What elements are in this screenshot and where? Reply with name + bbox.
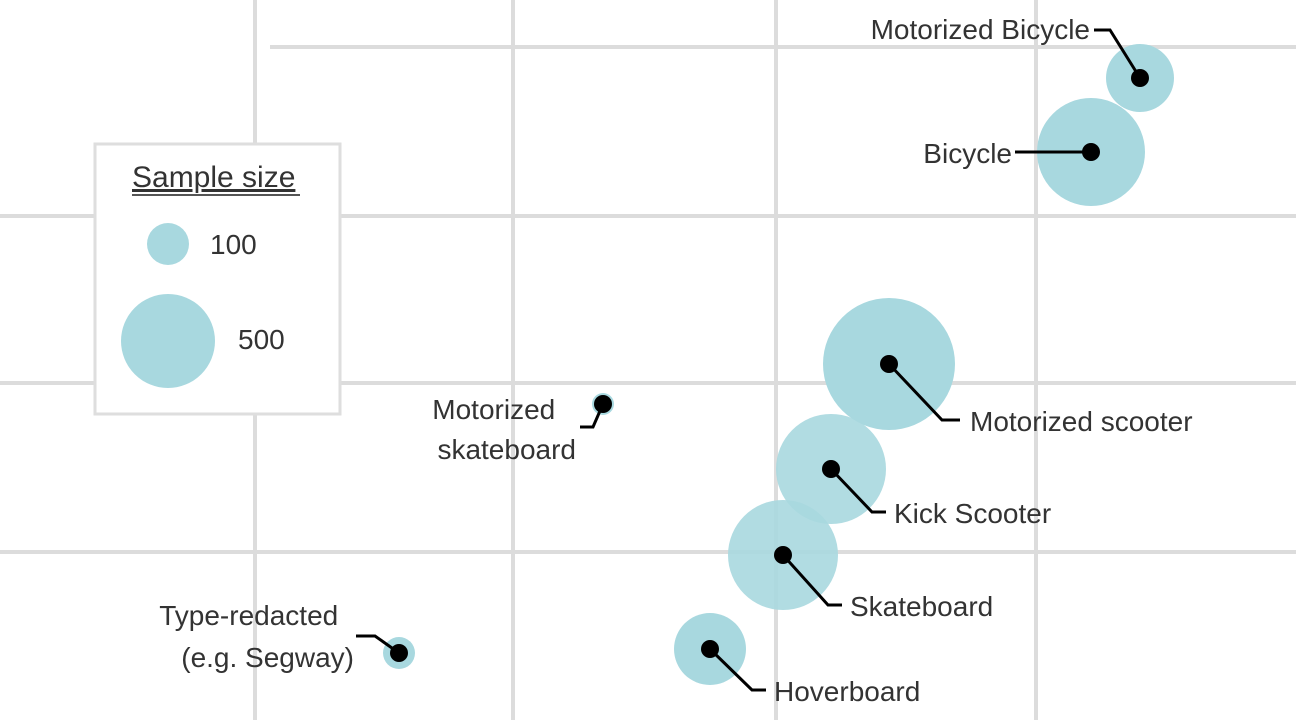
label-skateboard: Skateboard: [850, 591, 993, 622]
leader-type-redacted: [356, 634, 400, 655]
legend-label-large: 500: [238, 324, 285, 355]
dot-skateboard: [774, 546, 792, 564]
legend-bubble-small: [147, 223, 189, 265]
leader-lines: [356, 28, 1142, 692]
label-type-redacted: Type-redacted (e.g. Segway): [159, 600, 354, 673]
point-labels: Motorized Bicycle Bicycle Motorized scoo…: [159, 14, 1192, 707]
dot-bicycle: [1082, 143, 1100, 161]
label-motorized-skateboard-line: skateboard: [437, 434, 576, 465]
label-kick-scooter: Kick Scooter: [894, 498, 1051, 529]
point-dots: [390, 69, 1149, 662]
leader-skateboard: [781, 553, 842, 607]
legend-bubble-large: [121, 294, 215, 388]
label-motorized-skateboard: Motorized skateboard: [432, 394, 576, 465]
dot-motorized-skateboard: [594, 395, 612, 413]
label-motorized-scooter: Motorized scooter: [970, 406, 1193, 437]
leader-hoverboard: [708, 647, 766, 692]
label-bicycle: Bicycle: [923, 138, 1012, 169]
legend-label-small: 100: [210, 229, 257, 260]
dot-motorized-bicycle: [1131, 69, 1149, 87]
legend: Sample size 100 500: [93, 142, 342, 416]
label-motorized-bicycle: Motorized Bicycle: [871, 14, 1090, 45]
label-type-redacted-line: Type-redacted: [159, 600, 338, 631]
leader-motorized-scooter: [887, 362, 960, 422]
legend-title: Sample size: [132, 161, 295, 194]
dot-hoverboard: [701, 640, 719, 658]
bubbles: [383, 44, 1174, 685]
dot-motorized-scooter: [880, 355, 898, 373]
dot-type-redacted: [390, 644, 408, 662]
dot-kick-scooter: [822, 460, 840, 478]
label-hoverboard: Hoverboard: [774, 676, 920, 707]
label-type-redacted-line: (e.g. Segway): [181, 642, 354, 673]
leader-kick-scooter: [829, 467, 886, 514]
label-motorized-skateboard-line: Motorized: [432, 394, 555, 425]
leader-motorized-bicycle: [1094, 28, 1142, 79]
